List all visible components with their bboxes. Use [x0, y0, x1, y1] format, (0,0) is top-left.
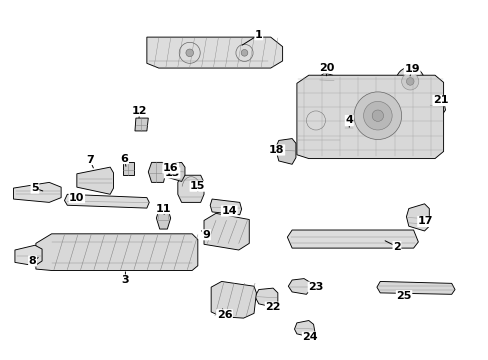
- Circle shape: [185, 49, 193, 57]
- Text: 2: 2: [392, 242, 400, 252]
- Polygon shape: [64, 194, 149, 208]
- Circle shape: [395, 67, 424, 96]
- Polygon shape: [287, 230, 418, 248]
- Polygon shape: [428, 96, 445, 115]
- Circle shape: [363, 102, 391, 130]
- Text: 8: 8: [29, 256, 36, 266]
- Text: 1: 1: [254, 30, 262, 40]
- Text: 9: 9: [202, 230, 210, 240]
- Text: 3: 3: [122, 275, 129, 285]
- Polygon shape: [406, 204, 428, 231]
- Polygon shape: [36, 234, 198, 270]
- Text: 24: 24: [302, 332, 317, 342]
- Polygon shape: [15, 245, 42, 266]
- Polygon shape: [275, 139, 295, 164]
- Polygon shape: [211, 282, 256, 318]
- Circle shape: [371, 110, 383, 121]
- Text: 15: 15: [190, 181, 205, 191]
- Polygon shape: [156, 207, 170, 229]
- Polygon shape: [203, 213, 249, 250]
- Text: 21: 21: [432, 95, 447, 105]
- Polygon shape: [123, 162, 134, 175]
- Text: 23: 23: [307, 282, 323, 292]
- Text: 7: 7: [86, 154, 93, 165]
- Polygon shape: [165, 162, 184, 181]
- Polygon shape: [14, 183, 61, 202]
- Circle shape: [241, 49, 247, 56]
- Polygon shape: [318, 73, 334, 87]
- Text: 16: 16: [163, 163, 178, 173]
- Polygon shape: [77, 167, 113, 194]
- Circle shape: [406, 78, 413, 85]
- Text: 14: 14: [221, 206, 237, 216]
- Text: 6: 6: [120, 154, 128, 163]
- Text: 18: 18: [268, 145, 284, 155]
- Text: 20: 20: [318, 63, 333, 73]
- Text: 12: 12: [132, 106, 147, 116]
- Circle shape: [401, 73, 418, 90]
- Text: 13: 13: [164, 168, 180, 178]
- Text: 4: 4: [345, 116, 352, 126]
- Polygon shape: [135, 118, 148, 131]
- Polygon shape: [376, 282, 454, 294]
- Text: 11: 11: [156, 203, 171, 213]
- Text: 26: 26: [216, 310, 232, 320]
- Polygon shape: [288, 279, 309, 294]
- Polygon shape: [296, 75, 443, 158]
- Text: 22: 22: [265, 302, 280, 312]
- Text: 19: 19: [404, 64, 419, 74]
- Text: 5: 5: [31, 183, 39, 193]
- Polygon shape: [148, 162, 165, 183]
- Polygon shape: [146, 37, 282, 68]
- Polygon shape: [210, 199, 241, 215]
- Circle shape: [353, 92, 401, 140]
- Polygon shape: [342, 123, 353, 131]
- Text: 17: 17: [417, 216, 432, 226]
- Text: 10: 10: [69, 193, 84, 203]
- Polygon shape: [254, 288, 277, 307]
- Polygon shape: [294, 320, 314, 337]
- Text: 25: 25: [396, 291, 411, 301]
- Polygon shape: [178, 175, 203, 202]
